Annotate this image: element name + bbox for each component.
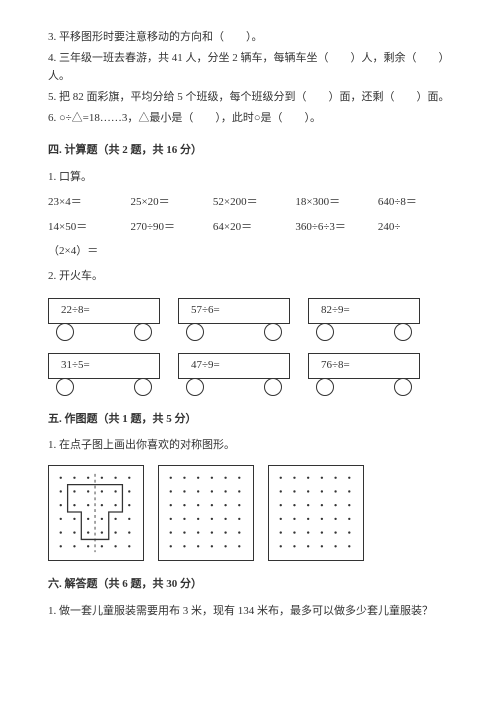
calc-row-2: 14×50＝ 270÷90＝ 64×20＝ 360÷6÷3＝ 240÷ — [48, 218, 452, 237]
calc-item: 25×20＝ — [130, 193, 212, 212]
calc-item: 360÷6÷3＝ — [295, 218, 377, 237]
fill-q3: 3. 平移图形时要注意移动的方向和（ ）。 — [48, 28, 452, 47]
calc-item: 14×50＝ — [48, 218, 130, 237]
section5-title: 五. 作图题（共 1 题，共 5 分） — [48, 410, 452, 429]
train-diagram: 22÷8= 57÷6= 82÷9= 31÷5= 47÷9= 76÷8= — [48, 298, 452, 396]
wheel-icon — [264, 378, 282, 396]
section5-sub1: 1. 在点子图上画出你喜欢的对称图形。 — [48, 436, 452, 455]
calc-item: 18×300＝ — [295, 193, 377, 212]
calc-item: 64×20＝ — [213, 218, 295, 237]
train-car: 22÷8= — [48, 298, 160, 341]
train-box: 47÷9= — [178, 353, 290, 379]
calc-row-2b: （2×4）＝ — [48, 242, 452, 261]
calc-item: 52×200＝ — [213, 193, 295, 212]
wheel-icon — [264, 323, 282, 341]
wheel-icon — [316, 378, 334, 396]
dot-grid-1 — [48, 465, 144, 561]
dot-grid-2 — [158, 465, 254, 561]
calc-item: 270÷90＝ — [130, 218, 212, 237]
train-row-1: 22÷8= 57÷6= 82÷9= — [48, 298, 452, 341]
fill-q6: 6. ○÷△=18……3，△最小是（ ），此时○是（ ）。 — [48, 109, 452, 128]
wheel-icon — [394, 323, 412, 341]
train-car: 57÷6= — [178, 298, 290, 341]
dot-grid-3 — [268, 465, 364, 561]
wheel-icon — [56, 378, 74, 396]
train-car: 76÷8= — [308, 353, 420, 396]
section4-sub1: 1. 口算。 — [48, 168, 452, 187]
wheel-icon — [134, 323, 152, 341]
train-car: 47÷9= — [178, 353, 290, 396]
wheel-icon — [186, 378, 204, 396]
fill-q5: 5. 把 82 面彩旗，平均分给 5 个班级，每个班级分到（ ）面，还剩（ ）面… — [48, 88, 452, 107]
train-car: 82÷9= — [308, 298, 420, 341]
calc-row-1: 23×4＝ 25×20＝ 52×200＝ 18×300＝ 640÷8＝ — [48, 193, 452, 212]
train-box: 22÷8= — [48, 298, 160, 324]
train-box: 31÷5= — [48, 353, 160, 379]
train-box: 82÷9= — [308, 298, 420, 324]
dot-grids — [48, 465, 452, 561]
section6-title: 六. 解答题（共 6 题，共 30 分） — [48, 575, 452, 594]
train-box: 57÷6= — [178, 298, 290, 324]
train-car: 31÷5= — [48, 353, 160, 396]
train-box: 76÷8= — [308, 353, 420, 379]
calc-item: （2×4）＝ — [48, 242, 130, 261]
train-row-2: 31÷5= 47÷9= 76÷8= — [48, 353, 452, 396]
wheel-icon — [186, 323, 204, 341]
calc-item: 240÷ — [378, 218, 452, 237]
wheel-icon — [56, 323, 74, 341]
fill-q4: 4. 三年级一班去春游，共 41 人，分坐 2 辆车，每辆车坐（ ）人，剩余（ … — [48, 49, 452, 86]
section6-q1: 1. 做一套儿童服装需要用布 3 米，现有 134 米布，最多可以做多少套儿童服… — [48, 602, 452, 621]
calc-item: 23×4＝ — [48, 193, 130, 212]
calc-item: 640÷8＝ — [378, 193, 452, 212]
section4-title: 四. 计算题（共 2 题，共 16 分） — [48, 141, 452, 160]
wheel-icon — [134, 378, 152, 396]
wheel-icon — [316, 323, 334, 341]
section4-sub2: 2. 开火车。 — [48, 267, 452, 286]
wheel-icon — [394, 378, 412, 396]
